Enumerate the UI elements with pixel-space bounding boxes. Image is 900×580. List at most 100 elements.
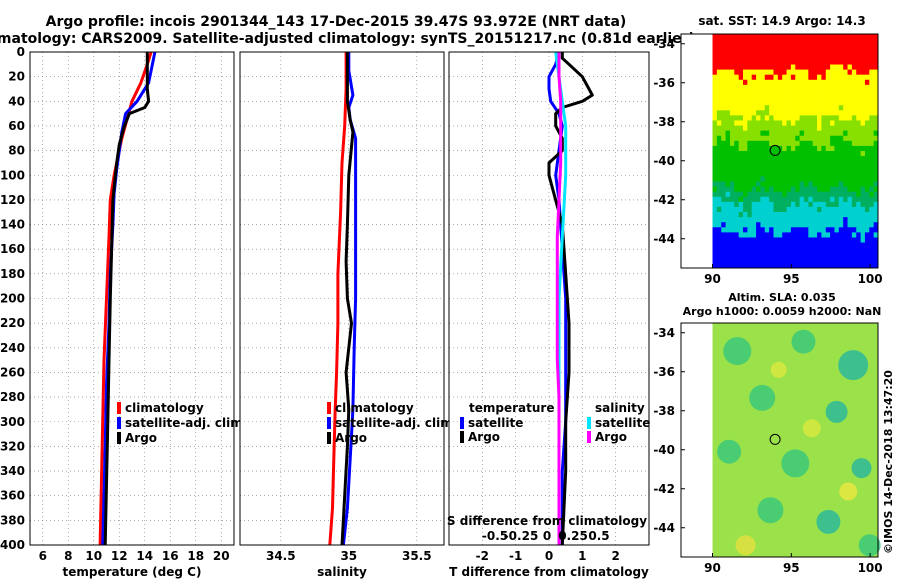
sst-cell bbox=[777, 222, 783, 228]
sst-cell bbox=[856, 171, 861, 177]
sst-cell bbox=[764, 257, 770, 264]
sst-cell bbox=[851, 191, 857, 198]
sst-cell bbox=[821, 120, 827, 126]
sst-cell bbox=[817, 95, 822, 101]
sst-cell bbox=[760, 34, 766, 40]
sst-cell bbox=[799, 64, 805, 71]
sst-cell bbox=[817, 115, 822, 121]
sst-cell bbox=[838, 227, 844, 233]
sst-cell bbox=[782, 156, 787, 162]
sst-cell bbox=[812, 247, 818, 254]
sst-cell bbox=[821, 64, 827, 71]
sst-cell bbox=[825, 39, 831, 45]
sst-cell bbox=[729, 217, 735, 223]
sst-cell bbox=[725, 242, 731, 249]
sst-cell bbox=[795, 201, 801, 208]
sst-cell bbox=[821, 39, 827, 45]
sst-cell bbox=[869, 105, 875, 111]
sst-cell bbox=[821, 34, 827, 40]
sst-cell bbox=[773, 74, 779, 81]
sst-cell bbox=[756, 49, 761, 55]
sst-cell bbox=[817, 135, 822, 142]
sst-cell bbox=[773, 161, 779, 167]
sst-cell bbox=[786, 64, 792, 71]
sst-cell bbox=[729, 130, 735, 137]
sst-cell bbox=[769, 69, 774, 76]
sst-cell bbox=[729, 95, 735, 101]
sst-cell bbox=[773, 151, 779, 157]
sst-cell bbox=[834, 115, 840, 121]
sst-cell bbox=[773, 217, 779, 223]
sst-cell bbox=[851, 54, 857, 60]
sst-cell bbox=[808, 84, 814, 91]
sst-cell bbox=[760, 161, 766, 167]
sst-cell bbox=[721, 95, 726, 101]
sst-cell bbox=[782, 166, 787, 172]
sst-cell bbox=[803, 247, 809, 254]
sst-cell bbox=[830, 125, 835, 132]
sst-cell bbox=[786, 262, 792, 269]
sst-cell bbox=[734, 49, 740, 55]
sst-cell bbox=[795, 64, 801, 71]
sst-cell bbox=[721, 232, 726, 238]
sst-cell bbox=[734, 69, 740, 76]
sst-cell bbox=[751, 125, 757, 132]
sst-cell bbox=[834, 95, 840, 101]
sst-cell bbox=[743, 262, 748, 269]
sst-cell bbox=[764, 227, 770, 233]
sst-cell bbox=[795, 44, 801, 50]
sst-cell bbox=[864, 201, 870, 208]
sst-cell bbox=[734, 222, 740, 228]
sst-cell bbox=[830, 191, 835, 198]
sst-cell bbox=[769, 54, 774, 60]
sst-cell bbox=[799, 115, 805, 121]
sst-cell bbox=[821, 145, 827, 152]
sst-cell bbox=[795, 176, 801, 182]
sst-cell bbox=[734, 217, 740, 223]
sst-cell bbox=[716, 237, 722, 243]
sst-cell bbox=[803, 115, 809, 121]
sst-cell bbox=[799, 125, 805, 132]
sst-cell bbox=[795, 242, 801, 249]
sst-cell bbox=[782, 59, 787, 65]
sst-cell bbox=[843, 227, 848, 233]
sst-cell bbox=[812, 115, 818, 121]
sst-cell bbox=[873, 156, 879, 162]
sst-cell bbox=[856, 227, 861, 233]
sst-cell bbox=[799, 212, 805, 218]
sst-cell bbox=[769, 59, 774, 65]
sst-cell bbox=[864, 252, 870, 259]
sst-cell bbox=[851, 140, 857, 147]
sst-cell bbox=[786, 232, 792, 238]
sst-cell bbox=[782, 125, 787, 132]
sst-cell bbox=[786, 237, 792, 243]
diff-legend-label-1: Argo bbox=[468, 430, 500, 444]
sst-cell bbox=[716, 191, 722, 198]
sst-cell bbox=[838, 161, 844, 167]
sst-cell bbox=[869, 227, 875, 233]
sst-cell bbox=[764, 145, 770, 152]
sst-cell bbox=[747, 125, 753, 132]
sst-cell bbox=[799, 44, 805, 50]
sst-cell bbox=[712, 151, 718, 157]
series-line-2 bbox=[103, 52, 151, 546]
sst-cell bbox=[821, 191, 827, 198]
sst-cell bbox=[860, 217, 866, 223]
sst-cell bbox=[712, 217, 718, 223]
sst-cell bbox=[847, 59, 853, 65]
sst-cell bbox=[821, 171, 827, 177]
sst-cell bbox=[729, 49, 735, 55]
sst-cell bbox=[795, 171, 801, 177]
sst-cell bbox=[738, 237, 744, 243]
sst-cell bbox=[777, 130, 783, 137]
sst-cell bbox=[769, 191, 774, 198]
sst-cell bbox=[817, 262, 822, 269]
sst-cell bbox=[864, 64, 870, 71]
sst-cell bbox=[764, 34, 770, 40]
sla-subtitle: Argo h1000: 0.0059 h2000: NaN bbox=[683, 305, 882, 318]
x-tick-label: 35.5 bbox=[402, 549, 432, 563]
sst-cell bbox=[795, 151, 801, 157]
sst-cell bbox=[769, 79, 774, 86]
sst-cell bbox=[738, 212, 744, 218]
sla-anomaly bbox=[851, 458, 872, 479]
